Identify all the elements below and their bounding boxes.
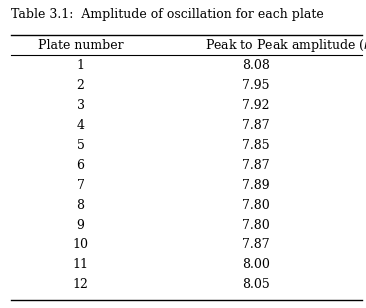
Text: 8: 8: [76, 199, 85, 212]
Text: 1: 1: [76, 59, 85, 72]
Text: 11: 11: [72, 258, 89, 271]
Text: 7.95: 7.95: [242, 79, 270, 92]
Text: 10: 10: [72, 238, 89, 251]
Text: 8.00: 8.00: [242, 258, 270, 271]
Text: Table 3.1:  Amplitude of oscillation for each plate: Table 3.1: Amplitude of oscillation for …: [11, 8, 324, 21]
Text: 6: 6: [76, 159, 85, 172]
Text: 8.05: 8.05: [242, 278, 270, 291]
Text: 7.92: 7.92: [242, 99, 270, 112]
Text: 9: 9: [76, 218, 85, 232]
Text: 7.80: 7.80: [242, 218, 270, 232]
Text: 7.87: 7.87: [242, 159, 270, 172]
Text: 7.87: 7.87: [242, 238, 270, 251]
Text: 3: 3: [76, 99, 85, 112]
Text: 7: 7: [76, 179, 85, 192]
Text: Plate number: Plate number: [38, 39, 123, 52]
Text: 12: 12: [72, 278, 89, 291]
Text: Peak to Peak amplitude ($\mathit{mm}$): Peak to Peak amplitude ($\mathit{mm}$): [205, 37, 366, 54]
Text: 5: 5: [76, 139, 85, 152]
Text: 7.87: 7.87: [242, 119, 270, 132]
Text: 7.89: 7.89: [242, 179, 270, 192]
Text: 4: 4: [76, 119, 85, 132]
Text: 8.08: 8.08: [242, 59, 270, 72]
Text: 7.85: 7.85: [242, 139, 270, 152]
Text: 7.80: 7.80: [242, 199, 270, 212]
Text: 2: 2: [76, 79, 85, 92]
